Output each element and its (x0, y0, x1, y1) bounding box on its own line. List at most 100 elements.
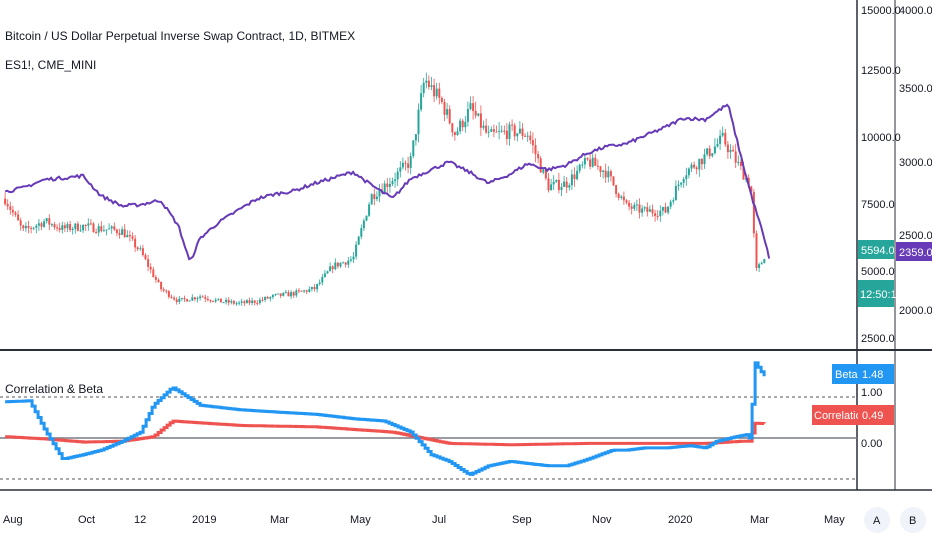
candle-body (87, 223, 90, 226)
candle-body (651, 209, 654, 214)
candle-body (438, 88, 441, 98)
candle-body (355, 244, 358, 257)
candle-body (693, 164, 696, 168)
candle-body (357, 236, 360, 245)
price-scale-right[interactable]: 4000.00 3500.00 3000.00 2500.00 2000.00 (899, 5, 932, 317)
candle-body (105, 229, 108, 231)
candle-body (474, 110, 477, 116)
time-axis[interactable]: Aug Oct 12 2019 Mar May Jul Sep Nov 2020… (3, 514, 845, 526)
candle-body (466, 109, 469, 122)
candle-body (648, 209, 651, 212)
candle-body (334, 262, 337, 270)
candle-body (258, 299, 261, 304)
candle-body (365, 215, 368, 221)
candle-body (763, 259, 766, 264)
candle-body (144, 255, 147, 260)
candle-body (760, 263, 763, 265)
candle-body (492, 129, 495, 132)
candle-body (633, 204, 636, 209)
candle-body (526, 135, 529, 137)
candle-body (97, 226, 100, 233)
candle-body (482, 125, 485, 128)
candle-body (581, 164, 584, 166)
candle-body (451, 123, 454, 133)
time-tick: Jul (432, 514, 446, 526)
candle-body (316, 284, 319, 290)
candle-body (261, 299, 264, 301)
candle-body (677, 184, 680, 187)
candle-body (183, 297, 186, 300)
candle-body (214, 299, 217, 302)
candle-body (433, 85, 436, 97)
time-tick: 2019 (192, 514, 216, 526)
overlay-symbol-title[interactable]: ES1!, CME_MINI (5, 58, 96, 72)
btc-price-badge (858, 240, 894, 259)
candle-body (222, 302, 225, 304)
candle-body (511, 124, 514, 126)
candle-body (544, 169, 547, 179)
time-tick: May (350, 514, 371, 526)
candle-body (79, 230, 82, 232)
candle-body (274, 294, 277, 296)
candle-body (323, 273, 326, 277)
candle-body (573, 174, 576, 180)
candle-body (734, 151, 737, 163)
candle-body (539, 158, 542, 173)
candle-body (14, 212, 17, 215)
candle-body (654, 213, 657, 216)
candle-body (560, 186, 563, 191)
candle-body (386, 183, 389, 187)
price-scale-left[interactable]: 15000.0 12500.0 10000.0 7500.0 5000.0 25… (861, 5, 901, 345)
correlation-legend-label (812, 405, 858, 425)
candle-body (758, 264, 761, 269)
candle-body (672, 200, 675, 202)
candle-body (17, 214, 20, 221)
candle-body (716, 143, 719, 147)
candle-body (56, 227, 59, 229)
auto-scale-button[interactable]: A (864, 507, 890, 533)
candle-body (622, 196, 625, 201)
symbol-title[interactable]: Bitcoin / US Dollar Perpetual Inverse Sw… (5, 29, 355, 43)
candle-body (409, 156, 412, 168)
beta-legend-text: Beta (835, 369, 859, 381)
candle-body (602, 170, 605, 173)
candle-body (344, 262, 347, 265)
candle-body (565, 181, 568, 188)
btc-price-badge-text: 5594.0 (861, 245, 895, 257)
indicator-title[interactable]: Correlation & Beta (5, 382, 103, 396)
candle-body (617, 193, 620, 198)
candle-body (266, 297, 269, 299)
candle-body (264, 297, 267, 300)
beta-value-badge (858, 364, 894, 384)
candle-body (349, 259, 352, 261)
candle-body (542, 169, 545, 173)
candle-body (48, 218, 51, 225)
candle-body (113, 226, 116, 230)
candle-body (550, 184, 553, 191)
countdown-badge (858, 280, 894, 307)
candle-body (680, 182, 683, 185)
candle-body (204, 297, 207, 299)
indicator-scale[interactable]: 1.00 0.00 (861, 387, 882, 450)
candle-body (508, 124, 511, 139)
candle-body (199, 296, 202, 299)
candle-body (440, 97, 443, 103)
scale-b-button[interactable]: B (900, 507, 926, 533)
price-tick: 3500.00 (899, 83, 932, 95)
candle-body (92, 223, 95, 233)
candle-body (646, 207, 649, 212)
candle-body (35, 225, 38, 228)
candle-body (71, 228, 74, 231)
candle-body (69, 224, 72, 231)
candle-body (446, 109, 449, 115)
candle-body (310, 286, 313, 290)
candle-body (373, 194, 376, 200)
candle-body (100, 226, 103, 232)
candle-body (40, 223, 43, 227)
candle-body (719, 135, 722, 144)
candle-body (388, 183, 391, 187)
candle-body (703, 154, 706, 165)
candle-body (726, 144, 729, 153)
candle-body (435, 88, 438, 97)
candle-body (682, 179, 685, 183)
